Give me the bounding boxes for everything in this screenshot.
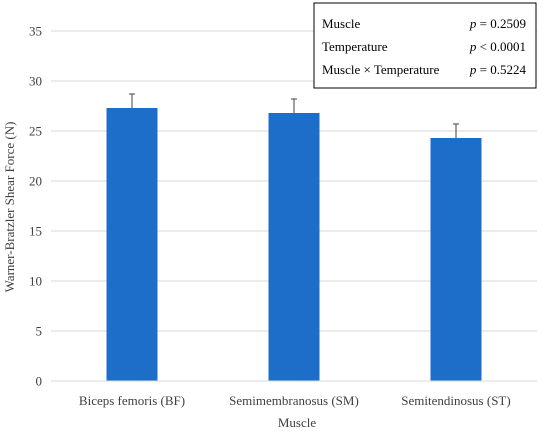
bar [430,138,482,381]
x-tick-label: Semimembranosus (SM) [229,393,359,408]
y-tick-label: 5 [36,324,43,339]
bars [106,108,482,381]
stats-p-value: p = 0.5224 [469,62,527,77]
bar [268,113,320,381]
stats-label: Muscle [322,16,361,31]
y-tick-label: 10 [29,274,42,289]
y-tick-labels: 0 5 10 15 20 25 30 35 [29,24,42,389]
y-tick-label: 0 [36,374,43,389]
bar [106,108,158,381]
stats-rows: Muscle p = 0.2509 Temperature p < 0.0001 Mus… [322,16,526,77]
y-tick-label: 30 [29,74,42,89]
stats-box: Muscle p = 0.2509 Temperature p < 0.0001 Mus… [313,2,537,89]
stats-label: Temperature [322,39,388,54]
stats-p-value: p < 0.0001 [469,39,526,54]
x-tick-label: Semitendinosus (ST) [401,393,510,408]
x-axis-title: Muscle [278,415,317,430]
x-tick-labels: Biceps femoris (BF) Semimembranosus (SM) S… [79,393,511,408]
y-tick-label: 20 [29,174,42,189]
stats-label: Muscle × Temperature [322,62,440,77]
y-axis-title: Warner-Bratzler Shear Force (N) [2,122,17,293]
y-tick-label: 25 [29,124,42,139]
x-tick-label: Biceps femoris (BF) [79,393,185,408]
y-tick-label: 35 [29,24,42,39]
stats-p-value: p = 0.2509 [469,16,526,31]
error-bars [129,93,459,138]
y-tick-label: 15 [29,224,42,239]
